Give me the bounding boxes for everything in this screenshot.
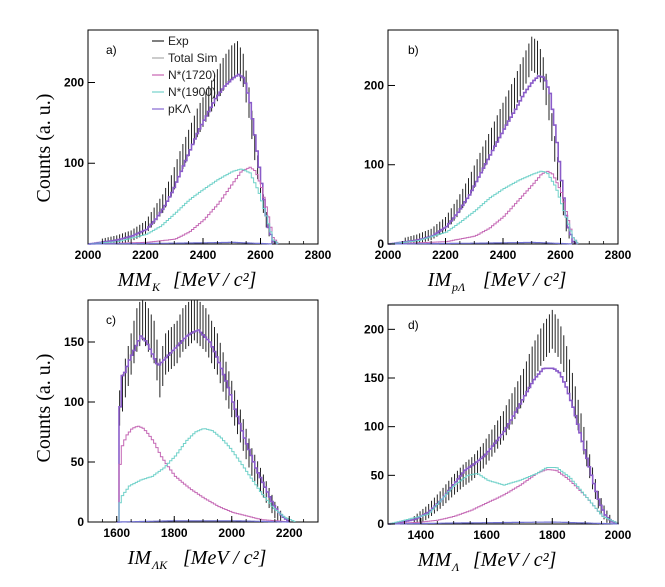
y-tick-label: 200 [364,78,384,92]
x-axis-label-unit: [MeV / c²] [483,269,566,291]
panel-a: 2000 2200 2400 2600 2800 100 200 a) MM K [MeV / c²… [64,29,332,294]
series-pk- [388,241,573,245]
x-axis-label-sub: ΛK [151,558,168,572]
x-axis-label-main: IM [127,547,153,569]
x-axis-label-unit: [MeV / c²] [473,549,556,571]
legend: Exp Total Sim N*(1720) N*(1900) pKΛ [152,34,217,116]
series-n-1720- [116,425,290,523]
series-n-1900- [388,170,579,245]
panel-label: a) [106,43,117,57]
legend-item: Exp [152,34,189,48]
x-tick-label: 2800 [305,248,332,262]
panel-b: 2000 2200 2400 2600 2800 0 100 200 b) IM pΛ [MeV / … [364,29,632,294]
x-axis-label-unit: [MeV / c²] [183,547,266,569]
series-line [88,166,279,245]
series-exp [404,36,573,244]
legend-item: N*(1900) [152,85,216,99]
series-line [388,170,579,245]
series-n-1900- [88,168,279,245]
x-axis-label-main: MM [117,269,153,291]
series-n-1720- [388,469,619,525]
legend-item: N*(1720) [152,68,216,82]
series-line [116,425,290,523]
legend-item: pKΛ [152,102,191,116]
y-tick-label: 150 [64,335,84,349]
legend-label: N*(1720) [168,68,216,82]
y-axis-label-top: Counts (a. u.) [33,94,55,203]
x-tick-label: 2000 [375,248,402,262]
series-pk- [388,521,619,525]
series-n-1720- [388,170,579,245]
y-tick-label: 50 [371,468,385,482]
legend-item: Total Sim [152,51,217,65]
x-tick-label: 2200 [276,526,303,540]
series-line [388,367,619,525]
panel-d: 1400 1600 1800 2000 0 50 100 150 200 d) MM Λ [MeV / … [364,304,632,574]
x-tick-label: 1600 [473,528,500,542]
series-line [388,241,573,245]
series-line [88,241,273,245]
series-exp [119,300,282,522]
y-axis-label-bottom: Counts (a. u.) [33,354,55,463]
y-tick-label: 200 [364,322,384,336]
series-line [388,170,579,245]
series-line [116,329,291,523]
x-tick-label: 2000 [218,526,245,540]
panel-label: d) [408,318,419,332]
series-pk- [88,241,273,245]
x-axis-label-sub: K [151,280,161,294]
x-tick-label: 2000 [605,528,632,542]
x-tick-label: 1600 [103,526,130,540]
y-tick-label: 100 [64,156,84,170]
legend-label: Exp [168,34,189,48]
x-tick-label: 1800 [539,528,566,542]
legend-label: N*(1900) [168,85,216,99]
series-line [388,521,619,525]
x-tick-label: 1400 [408,528,435,542]
series-total-sim [116,329,291,523]
x-tick-label: 2400 [190,248,217,262]
x-tick-label: 2200 [432,248,459,262]
panel-c: 1600 1800 2000 2200 0 50 100 150 c) IM ΛK [MeV / c²… [64,299,319,572]
series-n-1900- [388,467,619,525]
series-total-sim [388,367,619,525]
y-tick-label: 100 [64,395,84,409]
y-tick-label: 0 [77,515,84,529]
panel-label: b) [408,43,419,57]
series-line [388,469,619,525]
x-axis-label-sub: pΛ [451,280,466,294]
panel-label: c) [106,313,116,327]
y-tick-label: 200 [64,75,84,89]
x-tick-label: 2400 [490,248,517,262]
y-tick-label: 0 [377,237,384,251]
y-tick-label: 100 [364,158,384,172]
x-tick-label: 2000 [75,248,102,262]
legend-label: pKΛ [168,102,191,116]
x-tick-label: 2600 [247,248,274,262]
y-tick-label: 0 [377,517,384,531]
series-line [88,168,279,245]
y-tick-label: 100 [364,420,384,434]
x-axis-label-main: IM [427,269,453,291]
x-tick-label: 2200 [132,248,159,262]
series-line [388,467,619,525]
series-line [116,428,296,523]
x-axis-label-main: MM [417,549,453,571]
series-line [88,73,279,245]
x-axis-label-unit: [MeV / c²] [173,269,256,291]
y-tick-label: 150 [364,371,384,385]
x-tick-label: 2800 [605,248,632,262]
series-n-1900- [116,428,296,523]
x-tick-label: 2600 [547,248,574,262]
series-total-sim [88,73,279,245]
series-n-1720- [88,166,279,245]
x-axis-label-sub: Λ [451,560,460,574]
y-tick-label: 50 [71,455,85,469]
plot-frame [387,29,619,245]
x-tick-label: 1800 [161,526,188,540]
legend-label: Total Sim [168,51,217,65]
